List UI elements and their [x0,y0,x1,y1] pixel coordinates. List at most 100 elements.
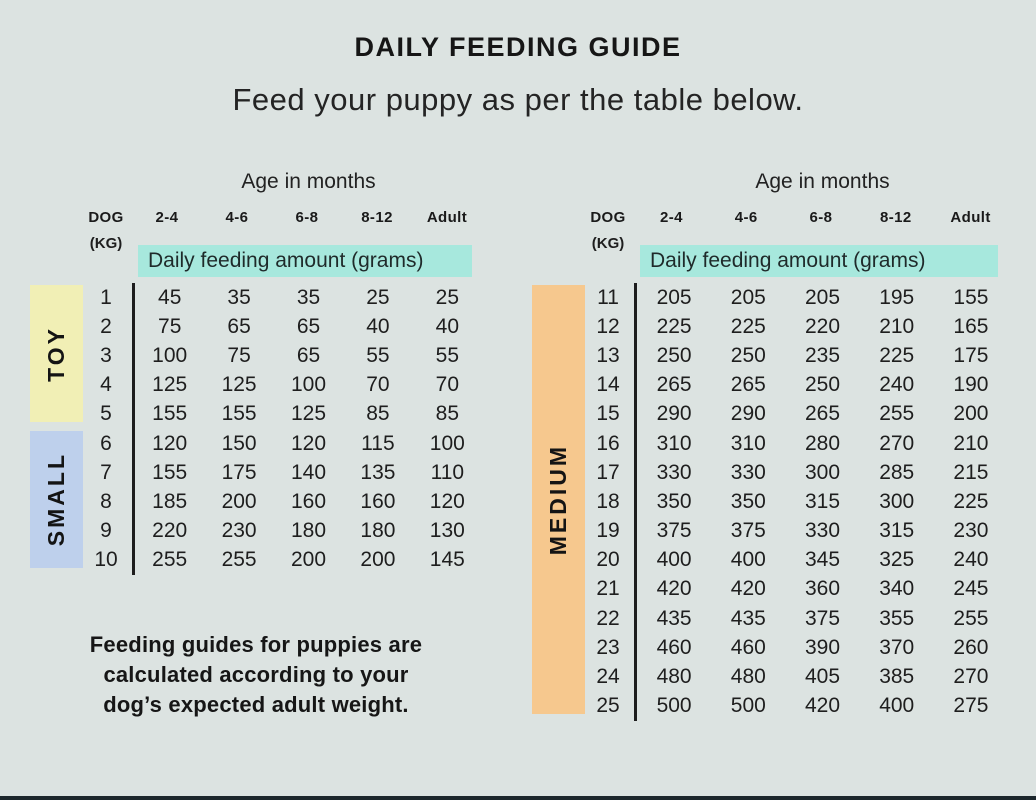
table-row: 11 205 205 205 195 155 [582,283,1008,313]
feeding-amount: 260 [953,635,989,659]
feeding-amount: 100 [152,343,188,367]
age-col-header: 2-4 [659,209,683,226]
row-values: 375 375 330 315 230 [634,516,1008,546]
feeding-amount: 265 [804,402,841,426]
page-title: DAILY FEEDING GUIDE [354,32,682,62]
feeding-amount: 55 [366,343,390,367]
feeding-amount: 125 [221,373,257,397]
feeding-amount: 460 [656,635,692,659]
feeding-amount: 285 [879,460,915,484]
feeding-amount: 290 [730,402,766,426]
row-values: 125 125 100 70 70 [132,370,482,400]
feeding-amount: 220 [152,519,188,543]
feeding-amount: 480 [656,665,692,689]
kg-value: 9 [100,519,112,543]
feeding-amount: 240 [879,373,915,397]
feeding-amount: 370 [879,635,915,659]
kg-value: 14 [596,373,620,397]
feeding-amount: 480 [730,665,766,689]
feeding-amount: 185 [152,489,188,513]
feeding-amount: 70 [435,373,459,397]
feeding-amount: 120 [152,431,188,455]
feeding-amount: 330 [804,519,841,543]
feeding-table-toy-small: Age in months DOG 2-4 4-6 6-8 8-12 Adult… [30,170,482,575]
feeding-amount: 120 [290,431,327,455]
feeding-amount: 325 [879,548,915,572]
feeding-amount: 155 [953,285,989,309]
feeding-amount: 85 [435,402,459,426]
feeding-amount: 180 [360,519,396,543]
feeding-amount: 460 [730,635,766,659]
feeding-amount: 255 [221,548,257,572]
age-col-header: 4-6 [734,209,758,226]
feeding-amount: 155 [221,402,257,426]
kg-value: 20 [596,548,620,572]
row-values: 255 255 200 200 145 [132,545,482,575]
age-col-header: 6-8 [295,209,319,226]
feeding-amount: 200 [953,402,989,426]
feeding-amount: 350 [656,489,692,513]
row-values: 265 265 250 240 190 [634,370,1008,400]
row-values: 420 420 360 340 245 [634,574,1008,605]
row-values: 120 150 120 115 100 [132,428,482,459]
feeding-amount: 375 [730,519,766,543]
age-in-months-header: Age in months [755,170,890,193]
feeding-amount: 25 [435,285,459,309]
feeding-amount: 385 [879,665,915,689]
feeding-amount: 125 [290,402,327,426]
group-bars: TOY SMALL [30,283,83,575]
feeding-amount: 390 [804,635,841,659]
feeding-amount: 265 [730,373,766,397]
feeding-amount: 420 [656,577,692,601]
row-values: 330 330 300 285 215 [634,458,1008,488]
row-values: 185 200 160 160 120 [132,487,482,517]
group-label: TOY [43,325,69,382]
feeding-amount: 500 [730,694,766,718]
kg-value: 19 [596,519,620,543]
kg-value: 5 [100,402,112,426]
feeding-amount: 315 [879,519,915,543]
feeding-amount: 65 [227,314,251,338]
feeding-amount: 290 [656,402,692,426]
feeding-amount: 175 [221,460,257,484]
feeding-table-medium: Age in months DOG 2-4 4-6 6-8 8-12 Adult… [532,170,1008,721]
dog-kg-header: DOG [88,209,124,226]
row-values: 155 155 125 85 85 [132,399,482,429]
feeding-amount: 100 [290,373,327,397]
table-row: 14 265 265 250 240 190 [582,370,1008,400]
table-row: 18 350 350 315 300 225 [582,487,1008,517]
feeding-amount: 270 [879,431,915,455]
feeding-amount: 225 [730,314,766,338]
age-col-header: Adult [426,209,468,226]
kg-value: 12 [596,314,620,338]
feeding-amount: 155 [152,402,188,426]
page-subtitle: Feed your puppy as per the table below. [232,82,804,117]
feeding-amount: 65 [296,343,321,367]
feeding-amount: 55 [435,343,459,367]
feeding-amount: 45 [158,285,182,309]
row-values: 290 290 265 255 200 [634,399,1008,429]
feeding-amount: 150 [221,431,257,455]
feeding-amount: 230 [953,519,989,543]
feeding-amount: 110 [430,460,465,484]
row-values: 220 230 180 180 130 [132,516,482,546]
feeding-amount: 275 [953,694,989,718]
feeding-amount: 160 [360,489,396,513]
kg-value: 11 [597,285,619,309]
row-values: 460 460 390 370 260 [634,633,1008,663]
feeding-amount: 215 [953,460,989,484]
feeding-amount: 375 [656,519,692,543]
kg-unit-label: (KG) [89,235,123,252]
row-values: 155 175 140 135 110 [132,458,482,488]
feeding-amount: 330 [730,460,766,484]
feeding-amount: 240 [953,548,989,572]
feeding-amount: 435 [730,606,766,630]
feeding-amount: 280 [804,431,841,455]
feeding-amount: 210 [879,314,915,338]
band-row: (KG) Daily feeding amount (grams) [532,229,1008,283]
feeding-amount: 70 [366,373,390,397]
feeding-amount: 310 [730,431,766,455]
feeding-amount: 225 [879,343,915,367]
row-values: 350 350 315 300 225 [634,487,1008,517]
kg-value: 10 [94,548,118,572]
